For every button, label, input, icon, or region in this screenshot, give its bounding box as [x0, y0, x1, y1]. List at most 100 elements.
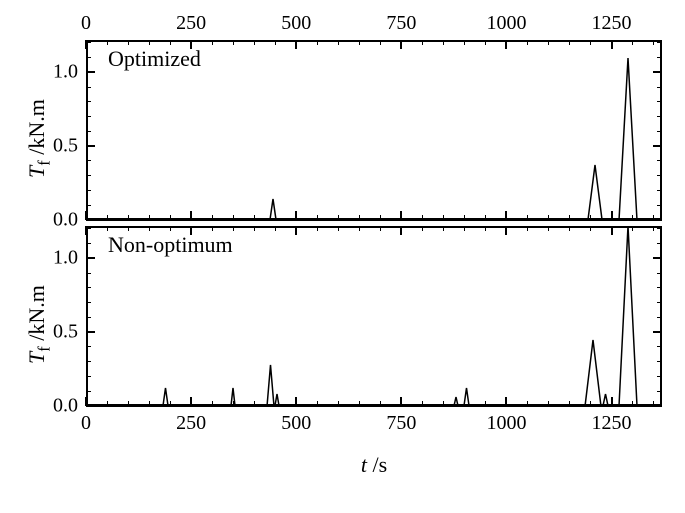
y-minor-tick: [86, 160, 91, 161]
x-minor-tick: [149, 40, 150, 45]
data-spike: [269, 199, 278, 222]
y-tick-label: 0.5: [53, 135, 78, 158]
x-tick: [295, 226, 297, 235]
y-axis-unit: /kN.m: [24, 285, 49, 346]
y-minor-tick: [86, 228, 91, 229]
baseline: [86, 219, 662, 221]
x-minor-tick: [317, 226, 318, 231]
y-tick-label: 0.0: [53, 395, 78, 418]
x-minor-tick: [212, 40, 213, 45]
y-minor-tick: [86, 175, 91, 176]
x-minor-tick: [380, 226, 381, 231]
x-minor-tick: [464, 40, 465, 45]
y-minor-tick: [657, 228, 662, 229]
x-axis-unit: /s: [367, 452, 387, 477]
y-tick: [653, 145, 662, 147]
panel-title: Optimized: [108, 46, 201, 72]
data-spike: [587, 165, 604, 222]
x-minor-tick: [527, 226, 528, 231]
y-minor-tick: [657, 101, 662, 102]
y-minor-tick: [86, 116, 91, 117]
x-minor-tick: [170, 226, 171, 231]
y-minor-tick: [657, 190, 662, 191]
y-minor-tick: [657, 131, 662, 132]
x-tick-label: 0: [81, 412, 91, 435]
x-minor-tick: [485, 40, 486, 45]
y-axis-symbol: T: [24, 166, 49, 178]
y-minor-tick: [86, 87, 91, 88]
y-tick: [86, 257, 95, 259]
y-axis-subscript: f: [34, 160, 53, 166]
y-minor-tick: [657, 42, 662, 43]
y-minor-tick: [657, 273, 662, 274]
y-axis-unit: /kN.m: [24, 99, 49, 160]
y-minor-tick: [657, 346, 662, 347]
y-minor-tick: [657, 361, 662, 362]
x-minor-tick: [275, 226, 276, 231]
y-minor-tick: [86, 287, 91, 288]
x-minor-tick: [317, 40, 318, 45]
data-spike: [602, 394, 610, 408]
y-minor-tick: [86, 42, 91, 43]
y-minor-tick: [657, 302, 662, 303]
x-tick-label: 0: [81, 12, 91, 35]
y-axis-label-bottom: Tf /kN.m: [24, 285, 54, 364]
y-minor-tick: [657, 87, 662, 88]
y-minor-tick: [657, 160, 662, 161]
data-spike: [463, 388, 471, 408]
x-minor-tick: [632, 40, 633, 45]
y-minor-tick: [657, 317, 662, 318]
data-spike: [618, 226, 639, 408]
y-tick: [653, 257, 662, 259]
x-axis-label: t /s: [361, 452, 387, 478]
y-minor-tick: [86, 273, 91, 274]
x-tick: [400, 40, 402, 49]
y-minor-tick: [86, 131, 91, 132]
y-minor-tick: [86, 243, 91, 244]
x-minor-tick: [548, 226, 549, 231]
y-tick-label: 1.0: [53, 247, 78, 270]
x-tick: [85, 226, 87, 235]
x-minor-tick: [149, 226, 150, 231]
x-minor-tick: [527, 40, 528, 45]
data-spike: [230, 388, 237, 408]
data-spike: [618, 58, 639, 222]
x-tick: [505, 40, 507, 49]
x-minor-tick: [275, 40, 276, 45]
data-spike: [453, 397, 460, 408]
y-axis-subscript: f: [34, 346, 53, 352]
x-minor-tick: [359, 40, 360, 45]
x-minor-tick: [170, 40, 171, 45]
y-minor-tick: [657, 391, 662, 392]
data-spike: [584, 340, 603, 408]
x-tick: [85, 40, 87, 49]
y-minor-tick: [86, 391, 91, 392]
y-minor-tick: [86, 190, 91, 191]
x-minor-tick: [422, 226, 423, 231]
x-minor-tick: [548, 40, 549, 45]
y-minor-tick: [86, 302, 91, 303]
x-tick: [505, 226, 507, 235]
x-tick: [190, 40, 192, 49]
x-minor-tick: [464, 226, 465, 231]
x-minor-tick: [128, 40, 129, 45]
y-tick-label: 0.0: [53, 209, 78, 232]
y-axis-label-top: Tf /kN.m: [24, 99, 54, 178]
x-minor-tick: [590, 226, 591, 231]
x-minor-tick: [569, 226, 570, 231]
x-minor-tick: [233, 226, 234, 231]
x-minor-tick: [422, 40, 423, 45]
y-minor-tick: [657, 243, 662, 244]
x-tick: [611, 40, 613, 49]
figure: Tf /kN.m Tf /kN.m t /s Optimized02505007…: [0, 0, 685, 513]
x-minor-tick: [254, 40, 255, 45]
y-minor-tick: [86, 317, 91, 318]
x-tick: [190, 226, 192, 235]
x-minor-tick: [254, 226, 255, 231]
x-minor-tick: [212, 226, 213, 231]
x-tick-label: 1000: [486, 412, 526, 435]
x-tick-label: 1250: [592, 12, 632, 35]
x-tick-label: 500: [281, 412, 311, 435]
y-tick: [86, 145, 95, 147]
x-minor-tick: [128, 226, 129, 231]
